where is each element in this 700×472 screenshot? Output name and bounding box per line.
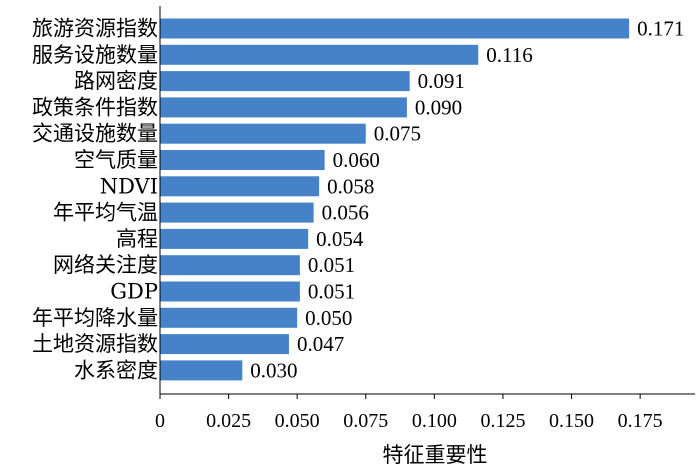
x-tick-label: 0.050: [275, 410, 320, 432]
category-label: 高程: [116, 227, 158, 251]
bar: [160, 228, 309, 249]
bar: [160, 176, 320, 197]
bar: [160, 44, 479, 65]
category-label: 服务设施数量: [32, 43, 158, 67]
category-label: 网络关注度: [53, 253, 158, 277]
category-label: 空气质量: [74, 148, 158, 172]
x-tick-label: 0.100: [412, 410, 457, 432]
category-label: 土地资源指数: [32, 332, 158, 356]
bar: [160, 97, 407, 118]
bar: [160, 150, 325, 170]
category-label: 水系密度: [74, 358, 158, 382]
bar: [160, 71, 410, 92]
category-label: 年平均气温: [53, 201, 158, 225]
x-tick-label: 0: [155, 410, 165, 432]
bar: [160, 123, 366, 144]
data-label: 0.051: [308, 253, 355, 277]
x-axis: 0 0.025 0.050 0.075 0.100 0.125 0.150 0.175: [155, 6, 695, 432]
category-label: 旅游资源指数: [32, 17, 158, 41]
category-label: GDP: [110, 280, 158, 304]
bar: [160, 360, 243, 381]
category-label: 政策条件指数: [32, 95, 158, 119]
category-label: 交通设施数量: [32, 122, 158, 146]
category-label: 年平均降水量: [32, 306, 158, 330]
data-label: 0.047: [297, 332, 344, 356]
data-label: 0.116: [486, 43, 532, 67]
data-label: 0.050: [305, 306, 352, 330]
category-label: 路网密度: [74, 69, 158, 93]
data-label: 0.030: [250, 358, 297, 382]
data-label: 0.058: [327, 174, 374, 198]
bar: [160, 334, 289, 355]
data-label: 0.054: [316, 227, 364, 251]
bar: [160, 202, 314, 223]
bar: [160, 18, 630, 39]
data-label: 0.056: [322, 201, 369, 225]
bar: [160, 307, 298, 328]
bars-layer: [160, 18, 630, 381]
data-label: 0.090: [415, 95, 462, 119]
data-label: 0.051: [308, 280, 355, 304]
data-label: 0.060: [333, 148, 380, 172]
x-axis-title: 特征重要性: [383, 443, 488, 467]
x-tick-label: 0.075: [343, 410, 388, 432]
bar: [160, 281, 300, 302]
x-tick-label: 0.025: [206, 410, 251, 432]
data-label: 0.171: [637, 17, 684, 41]
x-tick-label: 0.125: [480, 410, 525, 432]
category-label: NDVI: [100, 174, 158, 198]
x-tick-label: 0.150: [549, 410, 594, 432]
bar: [160, 255, 300, 276]
data-label: 0.091: [418, 69, 465, 93]
x-ticks: 0 0.025 0.050 0.075 0.100 0.125 0.150 0.175: [155, 394, 663, 432]
x-tick-label: 0.175: [618, 410, 663, 432]
data-label: 0.075: [374, 122, 421, 146]
